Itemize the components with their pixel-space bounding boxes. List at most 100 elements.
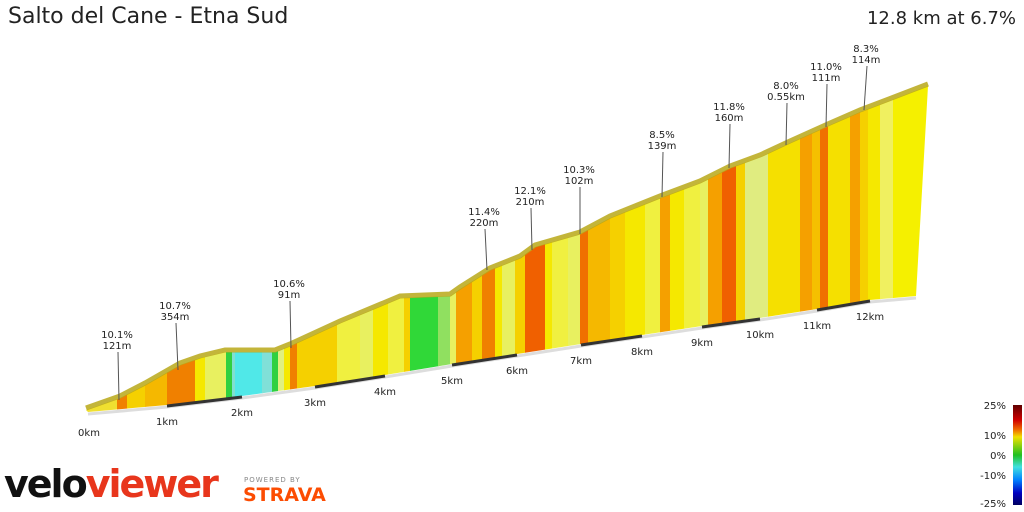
gradient-legend: 25% 10% 0% -10% -25% <box>980 401 1022 510</box>
annotation-length: 160m <box>715 113 744 124</box>
annotation-pointer <box>530 207 533 251</box>
annotation-pointer <box>728 123 731 169</box>
annotation-grade: 11.8% <box>713 102 745 113</box>
climb-annotation: 11.4%220m <box>468 207 500 271</box>
gradient-segment <box>515 86 526 412</box>
annotation-pointer <box>484 228 488 271</box>
gradient-segment <box>272 86 279 412</box>
km-bar <box>314 374 386 389</box>
gradient-segment <box>625 86 646 412</box>
gradient-segment <box>568 86 581 412</box>
annotation-length: 220m <box>470 218 499 229</box>
annotation-length: 0.55km <box>767 92 805 103</box>
gradient-segment <box>745 86 769 412</box>
distance-tick-label: 6km <box>506 366 528 377</box>
gradient-segment <box>868 86 881 412</box>
gradient-segment <box>195 86 206 412</box>
annotation-pointer <box>825 83 828 128</box>
annotation-length: 114m <box>852 55 881 66</box>
distance-tick-label: 1km <box>156 417 178 428</box>
km-bar <box>451 353 518 367</box>
legend-label: -25% <box>980 499 1006 510</box>
km-bar <box>166 395 243 408</box>
gradient-segment <box>472 86 483 412</box>
annotation-grade: 8.0% <box>773 81 798 92</box>
km-bar <box>701 317 761 329</box>
gradient-segment <box>482 86 496 412</box>
annotation-pointer <box>785 102 788 146</box>
climb-annotation: 10.6%91m <box>273 279 305 349</box>
gradient-segment <box>684 86 701 412</box>
veloviewer-logo: veloviewer <box>4 462 219 506</box>
gradient-segment <box>768 86 801 412</box>
gradient-segment <box>360 86 374 412</box>
annotation-length: 91m <box>278 290 300 301</box>
gradient-segment <box>404 86 411 412</box>
gradient-segment <box>167 86 196 412</box>
climb-annotation: 10.3%102m <box>563 165 595 234</box>
gradient-segment <box>645 86 661 412</box>
climb-title: Salto del Cane - Etna Sud <box>8 4 289 29</box>
climb-annotation: 10.7%354m <box>159 301 191 371</box>
distance-tick-label: 5km <box>441 376 463 387</box>
baseline <box>87 296 917 416</box>
strava-logo: STRAVA <box>243 484 326 506</box>
powered-by: POWERED BY <box>244 476 301 484</box>
gradient-segment <box>860 86 869 412</box>
gradient-segment <box>86 86 118 412</box>
logo-viewer: viewer <box>85 462 219 506</box>
distance-baseline <box>87 296 917 416</box>
distance-ticks: 0km 1km 2km 3km 4km 5km 6km 7km 8km 9km 10km 11km 12… <box>78 312 884 439</box>
gradient-segment <box>226 86 233 412</box>
gradient-segment <box>660 86 671 412</box>
annotation-length: 111m <box>812 73 841 84</box>
annotation-length: 121m <box>103 341 132 352</box>
gradient-segment <box>235 86 263 412</box>
km-bar <box>580 334 643 347</box>
climb-annotation: 10.1%121m <box>101 330 133 401</box>
profile-top-surface <box>85 81 929 411</box>
climb-annotation: 8.5%139m <box>648 130 677 198</box>
annotation-length: 210m <box>516 197 545 208</box>
annotation-length: 354m <box>161 312 190 323</box>
gradient-segment <box>800 86 813 412</box>
gradient-segment <box>820 86 829 412</box>
distance-tick-label: 11km <box>803 321 831 332</box>
gradient-segment <box>502 86 516 412</box>
annotation-length: 139m <box>648 141 677 152</box>
gradient-segment <box>545 86 553 412</box>
distance-tick-label: 4km <box>374 387 396 398</box>
gradient-segment <box>388 86 405 412</box>
annotation-length: 102m <box>565 176 594 187</box>
legend-color-bar <box>1013 405 1022 505</box>
annotation-grade: 8.5% <box>649 130 674 141</box>
logo-velo: velo <box>4 462 88 506</box>
gradient-segments <box>86 86 928 412</box>
gradient-segment <box>736 86 746 412</box>
gradient-segment <box>880 86 894 412</box>
distance-tick-label: 12km <box>856 312 884 323</box>
annotation-grade: 12.1% <box>514 186 546 197</box>
km-bar <box>816 299 871 312</box>
climb-annotation: 8.3%114m <box>852 44 881 111</box>
distance-tick-label: 10km <box>746 330 774 341</box>
legend-label: 25% <box>984 401 1006 412</box>
gradient-segment <box>284 86 291 412</box>
annotation-pointer <box>175 322 179 371</box>
gradient-segment <box>588 86 611 412</box>
gradient-segment <box>610 86 626 412</box>
annotation-grade: 10.1% <box>101 330 133 341</box>
distance-tick-label: 3km <box>304 398 326 409</box>
annotation-grade: 10.3% <box>563 165 595 176</box>
legend-label: -10% <box>980 471 1006 482</box>
annotation-pointer <box>863 65 868 111</box>
gradient-segment <box>700 86 709 412</box>
gradient-segment <box>205 86 227 412</box>
distance-tick-label: 0km <box>78 428 100 439</box>
annotation-pointer <box>289 300 292 349</box>
gradient-segment <box>232 86 236 412</box>
climb-summary: 12.8 km at 6.7% <box>866 8 1016 29</box>
gradient-segment <box>580 86 589 412</box>
distance-tick-label: 7km <box>570 356 592 367</box>
